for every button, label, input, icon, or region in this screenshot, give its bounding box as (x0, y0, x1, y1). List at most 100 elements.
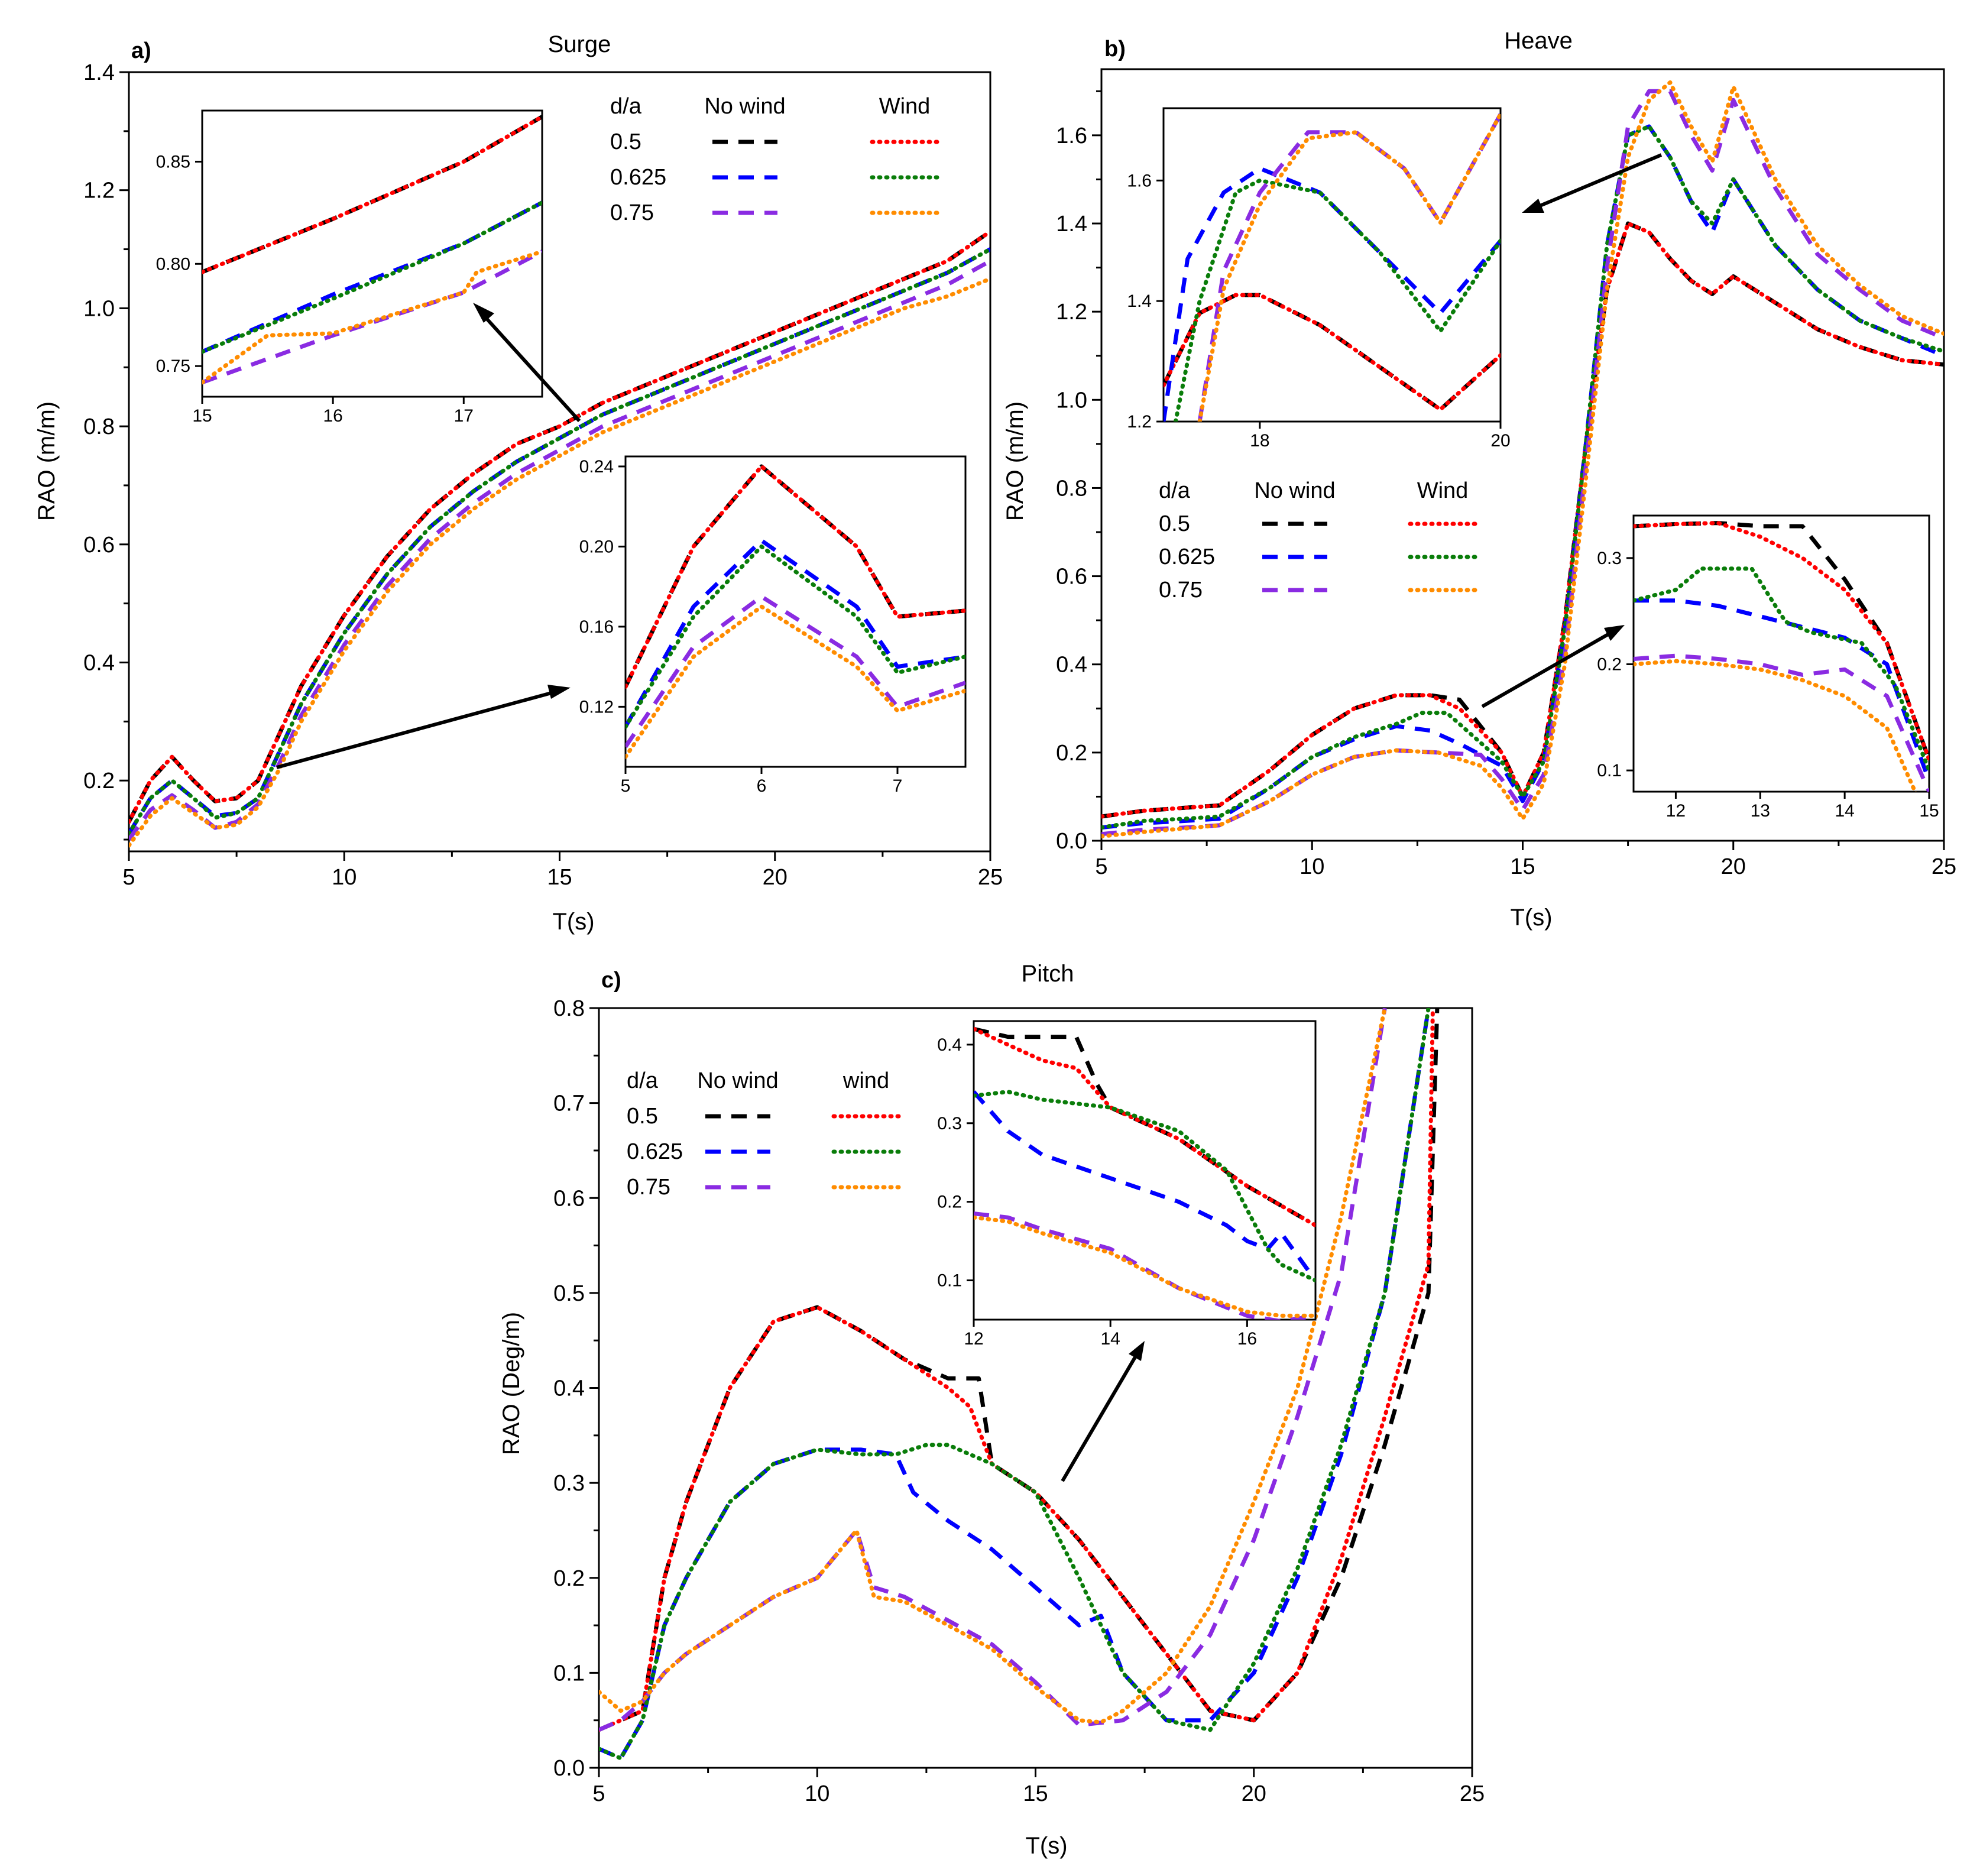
chart-title: Heave (1504, 28, 1573, 54)
inset-frame (624, 455, 967, 768)
y-axis: 0.0 0.1 0.2 0.3 0.4 0.5 0.6 0.7 0.8 (553, 996, 599, 1781)
series-line-0-75-wind (1101, 80, 1944, 838)
series-line-series-1 (202, 114, 542, 274)
x-tick-label: 12 (1666, 801, 1686, 821)
y-tick-label: 0.24 (579, 457, 614, 477)
y-tick-label: 0.2 (83, 769, 115, 793)
legend-header: No wind (697, 1068, 778, 1093)
legend-header: Wind (1417, 478, 1469, 503)
x-tick-label: 25 (1460, 1781, 1485, 1806)
x-tick-label: 14 (1835, 801, 1854, 821)
series-group (129, 229, 990, 848)
series-line-series-2 (974, 1090, 1315, 1282)
x-tick-label: 10 (332, 865, 357, 890)
series-line-0-75-no-wind (599, 1008, 1387, 1732)
series-line-series-2 (1164, 166, 1501, 422)
y-tick-label: 0.20 (579, 537, 614, 556)
y-tick-label: 0.1 (937, 1271, 962, 1291)
x-axis-label: T(s) (1025, 1833, 1067, 1859)
x-axis-label: T(s) (1510, 905, 1552, 931)
series-line-0-625-wind (129, 247, 990, 836)
x-axis: 5 10 15 20 25 (122, 851, 1003, 890)
y-tick-label: 0.6 (1056, 565, 1087, 589)
series-line-series-3 (202, 200, 542, 354)
legend-header: No wind (1254, 478, 1335, 503)
x-tick-label: 14 (1101, 1329, 1120, 1349)
series-group (1101, 80, 1944, 838)
y-tick-label: 1.0 (1056, 388, 1087, 413)
series-line-series-4 (974, 1211, 1315, 1320)
legend-row-label: 0.5 (1159, 511, 1190, 536)
inset-series-group (974, 1026, 1315, 1320)
y-axis-label: RAO (Deg/m) (498, 1312, 524, 1455)
y-tick-label: 0.3 (1597, 549, 1622, 568)
y-axis: 0.0 0.2 0.4 0.6 0.8 1.0 1.2 1.4 1.6 (1056, 90, 1101, 854)
y-tick-label: 1.4 (1056, 212, 1087, 236)
legend-row-label: 0.625 (1159, 545, 1215, 569)
y-tick-label: 0.0 (553, 1756, 585, 1781)
legend: d/a No wind wind 0.5 0.625 0.75 (627, 1068, 901, 1200)
y-axis-label: RAO (m/m) (34, 401, 60, 521)
series-line-0-625-wind (599, 1008, 1431, 1761)
x-tick-label: 20 (1490, 431, 1510, 451)
panel-label: a) (131, 38, 151, 63)
series-line-series-5 (626, 604, 965, 759)
series-line-0-625-wind (1101, 124, 1944, 830)
legend-row-label: 0.75 (1159, 578, 1203, 602)
legend: d/a No wind Wind 0.5 0.625 0.75 (1159, 478, 1477, 602)
y-tick-label: 0.85 (156, 152, 190, 171)
legend-row-label: 0.5 (627, 1104, 658, 1129)
y-tick-label: 0.8 (553, 996, 585, 1021)
inset-frame (1162, 107, 1502, 423)
y-tick-label: 0.4 (937, 1035, 962, 1055)
legend-header: Wind (879, 94, 931, 119)
y-tick-label: 0.1 (553, 1661, 585, 1686)
x-tick-label: 5 (122, 865, 135, 890)
y-tick-label: 0.2 (553, 1566, 585, 1591)
y-tick-label: 1.2 (1056, 300, 1087, 325)
x-tick-label: 15 (1023, 1781, 1048, 1806)
inset-axes: 18 20 1.2 1.4 1.6 (1127, 171, 1510, 451)
y-tick-label: 1.2 (83, 179, 115, 203)
legend-row-label: 0.75 (627, 1175, 670, 1200)
y-tick-label: 1.6 (1127, 171, 1152, 190)
legend-row-label: 0.625 (627, 1139, 683, 1164)
x-tick-label: 16 (323, 406, 342, 426)
y-tick-label: 0.7 (553, 1091, 585, 1116)
series-line-0-75-wind (599, 1008, 1387, 1725)
x-tick-label: 10 (805, 1781, 829, 1806)
arrow-to-inset (1481, 625, 1625, 708)
series-line-series-1 (626, 464, 965, 689)
x-axis: 5 10 15 20 25 (1095, 841, 1956, 879)
y-tick-label: 1.2 (1127, 412, 1152, 432)
x-tick-label: 25 (978, 865, 1003, 890)
legend-header: wind (842, 1068, 889, 1093)
y-tick-label: 0.2 (1056, 741, 1087, 766)
y-tick-label: 0.3 (937, 1114, 962, 1133)
y-tick-label: 0.16 (579, 617, 614, 637)
x-tick-label: 15 (1510, 854, 1535, 879)
x-tick-label: 7 (893, 776, 903, 796)
legend-row-label: 0.625 (610, 165, 666, 190)
inset-axes: 5 6 7 0.12 0.16 0.20 0.24 (579, 457, 903, 796)
x-tick-label: 12 (964, 1329, 983, 1349)
y-tick-label: 1.4 (1127, 291, 1152, 311)
y-tick-label: 0.3 (553, 1471, 585, 1496)
y-tick-label: 0.0 (1056, 829, 1087, 854)
x-tick-label: 16 (1237, 1329, 1257, 1349)
chart-title: Pitch (1022, 961, 1074, 987)
y-tick-label: 0.8 (1056, 476, 1087, 501)
series-group (599, 1008, 1440, 1761)
panel-label: b) (1104, 37, 1126, 61)
y-tick-label: 0.8 (83, 414, 115, 439)
y-tick-label: 0.80 (156, 254, 190, 274)
y-axis-label: RAO (m/m) (1002, 401, 1028, 521)
x-tick-label: 5 (592, 1781, 605, 1806)
series-line-series-3 (974, 1090, 1315, 1283)
series-line-series-3 (1634, 566, 1929, 773)
y-tick-label: 1.6 (1056, 124, 1087, 148)
inset-series-group (626, 464, 965, 759)
inset-series-group (1634, 521, 1929, 792)
x-tick-label: 13 (1751, 801, 1770, 821)
